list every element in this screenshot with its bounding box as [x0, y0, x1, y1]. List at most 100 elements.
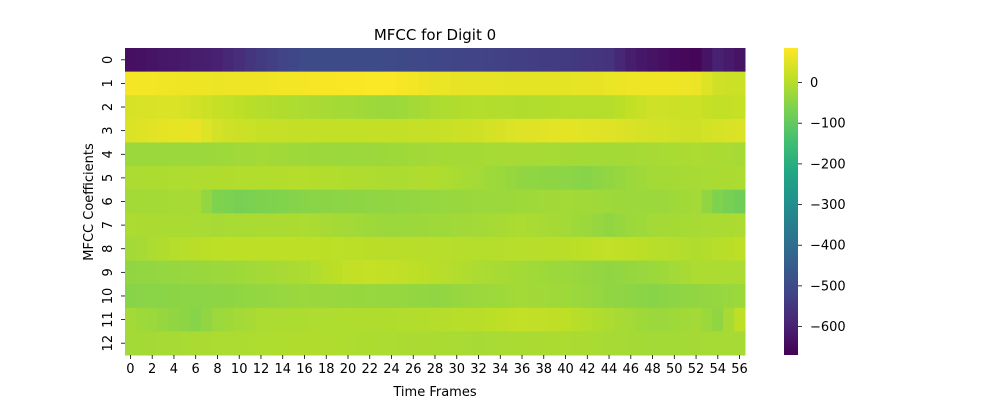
- heatmap-cell: [614, 236, 626, 262]
- heatmap-cell: [647, 71, 659, 96]
- heatmap-cell: [331, 95, 344, 120]
- heatmap-cell: [657, 95, 670, 120]
- heatmap-cell: [135, 142, 148, 167]
- heatmap-cell: [527, 260, 539, 285]
- heatmap-cell: [636, 307, 648, 332]
- heatmap-cell: [201, 213, 213, 238]
- heatmap-cell: [277, 331, 289, 356]
- heatmap-cell: [723, 189, 735, 214]
- heatmap-cell: [527, 48, 539, 73]
- heatmap-cell: [581, 260, 594, 285]
- heatmap-cell: [429, 95, 441, 120]
- heatmap-cell: [549, 236, 561, 262]
- heatmap-cell: [418, 166, 431, 191]
- heatmap-cell: [342, 166, 354, 191]
- heatmap-cell: [353, 331, 365, 356]
- heatmap-cell: [690, 307, 702, 332]
- heatmap-cell: [353, 142, 365, 167]
- heatmap-cell: [146, 284, 159, 309]
- x-tick-label: 8: [213, 362, 221, 377]
- heatmap-cell: [451, 284, 463, 309]
- heatmap-cell: [668, 118, 681, 143]
- x-tick-label: 26: [405, 362, 422, 377]
- heatmap-cell: [712, 142, 724, 167]
- heatmap-cell: [451, 71, 463, 96]
- heatmap-cell: [125, 260, 137, 285]
- heatmap-cell: [625, 189, 637, 214]
- heatmap-cell: [429, 236, 441, 262]
- heatmap-cell: [364, 260, 376, 285]
- heatmap-cell: [299, 213, 311, 238]
- heatmap-cell: [636, 166, 648, 191]
- heatmap-cell: [190, 166, 202, 191]
- y-tick-label: 0: [101, 56, 116, 64]
- heatmap-cell: [494, 95, 507, 120]
- heatmap-cell: [386, 142, 398, 167]
- heatmap-cell: [375, 142, 387, 167]
- heatmap-cell: [255, 48, 267, 73]
- heatmap-cell: [364, 118, 376, 143]
- heatmap-cell: [190, 118, 202, 143]
- heatmap-cell: [135, 307, 148, 332]
- heatmap-cell: [603, 284, 615, 309]
- heatmap-cell: [647, 95, 659, 120]
- heatmap-cell: [734, 166, 746, 191]
- heatmap-cell: [407, 166, 420, 191]
- heatmap-cell: [146, 331, 159, 356]
- heatmap-cell: [549, 166, 561, 191]
- heatmap-cell: [309, 189, 322, 214]
- heatmap-cell: [255, 142, 267, 167]
- heatmap-cell: [560, 166, 572, 191]
- heatmap-cell: [309, 213, 322, 238]
- heatmap-cell: [679, 48, 692, 73]
- heatmap-cell: [299, 118, 311, 143]
- heatmap-cell: [201, 95, 213, 120]
- heatmap-cell: [320, 142, 333, 167]
- heatmap-cell: [222, 307, 235, 332]
- heatmap-cell: [647, 284, 659, 309]
- heatmap-cell: [386, 284, 398, 309]
- heatmap-cell: [266, 142, 278, 167]
- heatmap-cell: [299, 260, 311, 285]
- heatmap-cell: [560, 118, 572, 143]
- heatmap-cell: [538, 284, 550, 309]
- heatmap-cell: [331, 189, 344, 214]
- heatmap-cell: [342, 189, 354, 214]
- heatmap-cell: [418, 284, 431, 309]
- heatmap-cell: [679, 260, 692, 285]
- heatmap-cell: [440, 71, 452, 96]
- heatmap-cell: [679, 213, 692, 238]
- heatmap-cell: [451, 236, 463, 262]
- x-axis-label: Time Frames: [392, 385, 476, 400]
- heatmap-cell: [625, 166, 637, 191]
- y-tick-label: 12: [101, 335, 116, 352]
- heatmap-cell: [701, 331, 713, 356]
- heatmap-cell: [690, 48, 702, 73]
- heatmap-cell: [418, 142, 431, 167]
- heatmap-cell: [516, 118, 528, 143]
- x-tick-label: 10: [231, 362, 248, 377]
- heatmap-cell: [679, 71, 692, 96]
- heatmap-cell: [309, 331, 322, 356]
- heatmap-cell: [690, 260, 702, 285]
- heatmap-cell: [657, 71, 670, 96]
- heatmap-cell: [451, 142, 463, 167]
- heatmap-cell: [309, 48, 322, 73]
- heatmap-cell: [614, 189, 626, 214]
- heatmap-cell: [309, 71, 322, 96]
- heatmap-cell: [701, 236, 713, 262]
- heatmap-cell: [353, 166, 365, 191]
- heatmap-cell: [440, 331, 452, 356]
- heatmap-cell: [592, 331, 605, 356]
- x-tick-label: 48: [644, 362, 661, 377]
- heatmap-cell: [342, 118, 354, 143]
- heatmap-cell: [168, 284, 180, 309]
- heatmap-cell: [712, 307, 724, 332]
- heatmap-cell: [614, 284, 626, 309]
- heatmap-cell: [233, 189, 246, 214]
- heatmap-cell: [560, 71, 572, 96]
- heatmap-cell: [462, 71, 474, 96]
- heatmap-cell: [320, 284, 333, 309]
- heatmap-cell: [212, 331, 224, 356]
- heatmap-cell: [396, 166, 409, 191]
